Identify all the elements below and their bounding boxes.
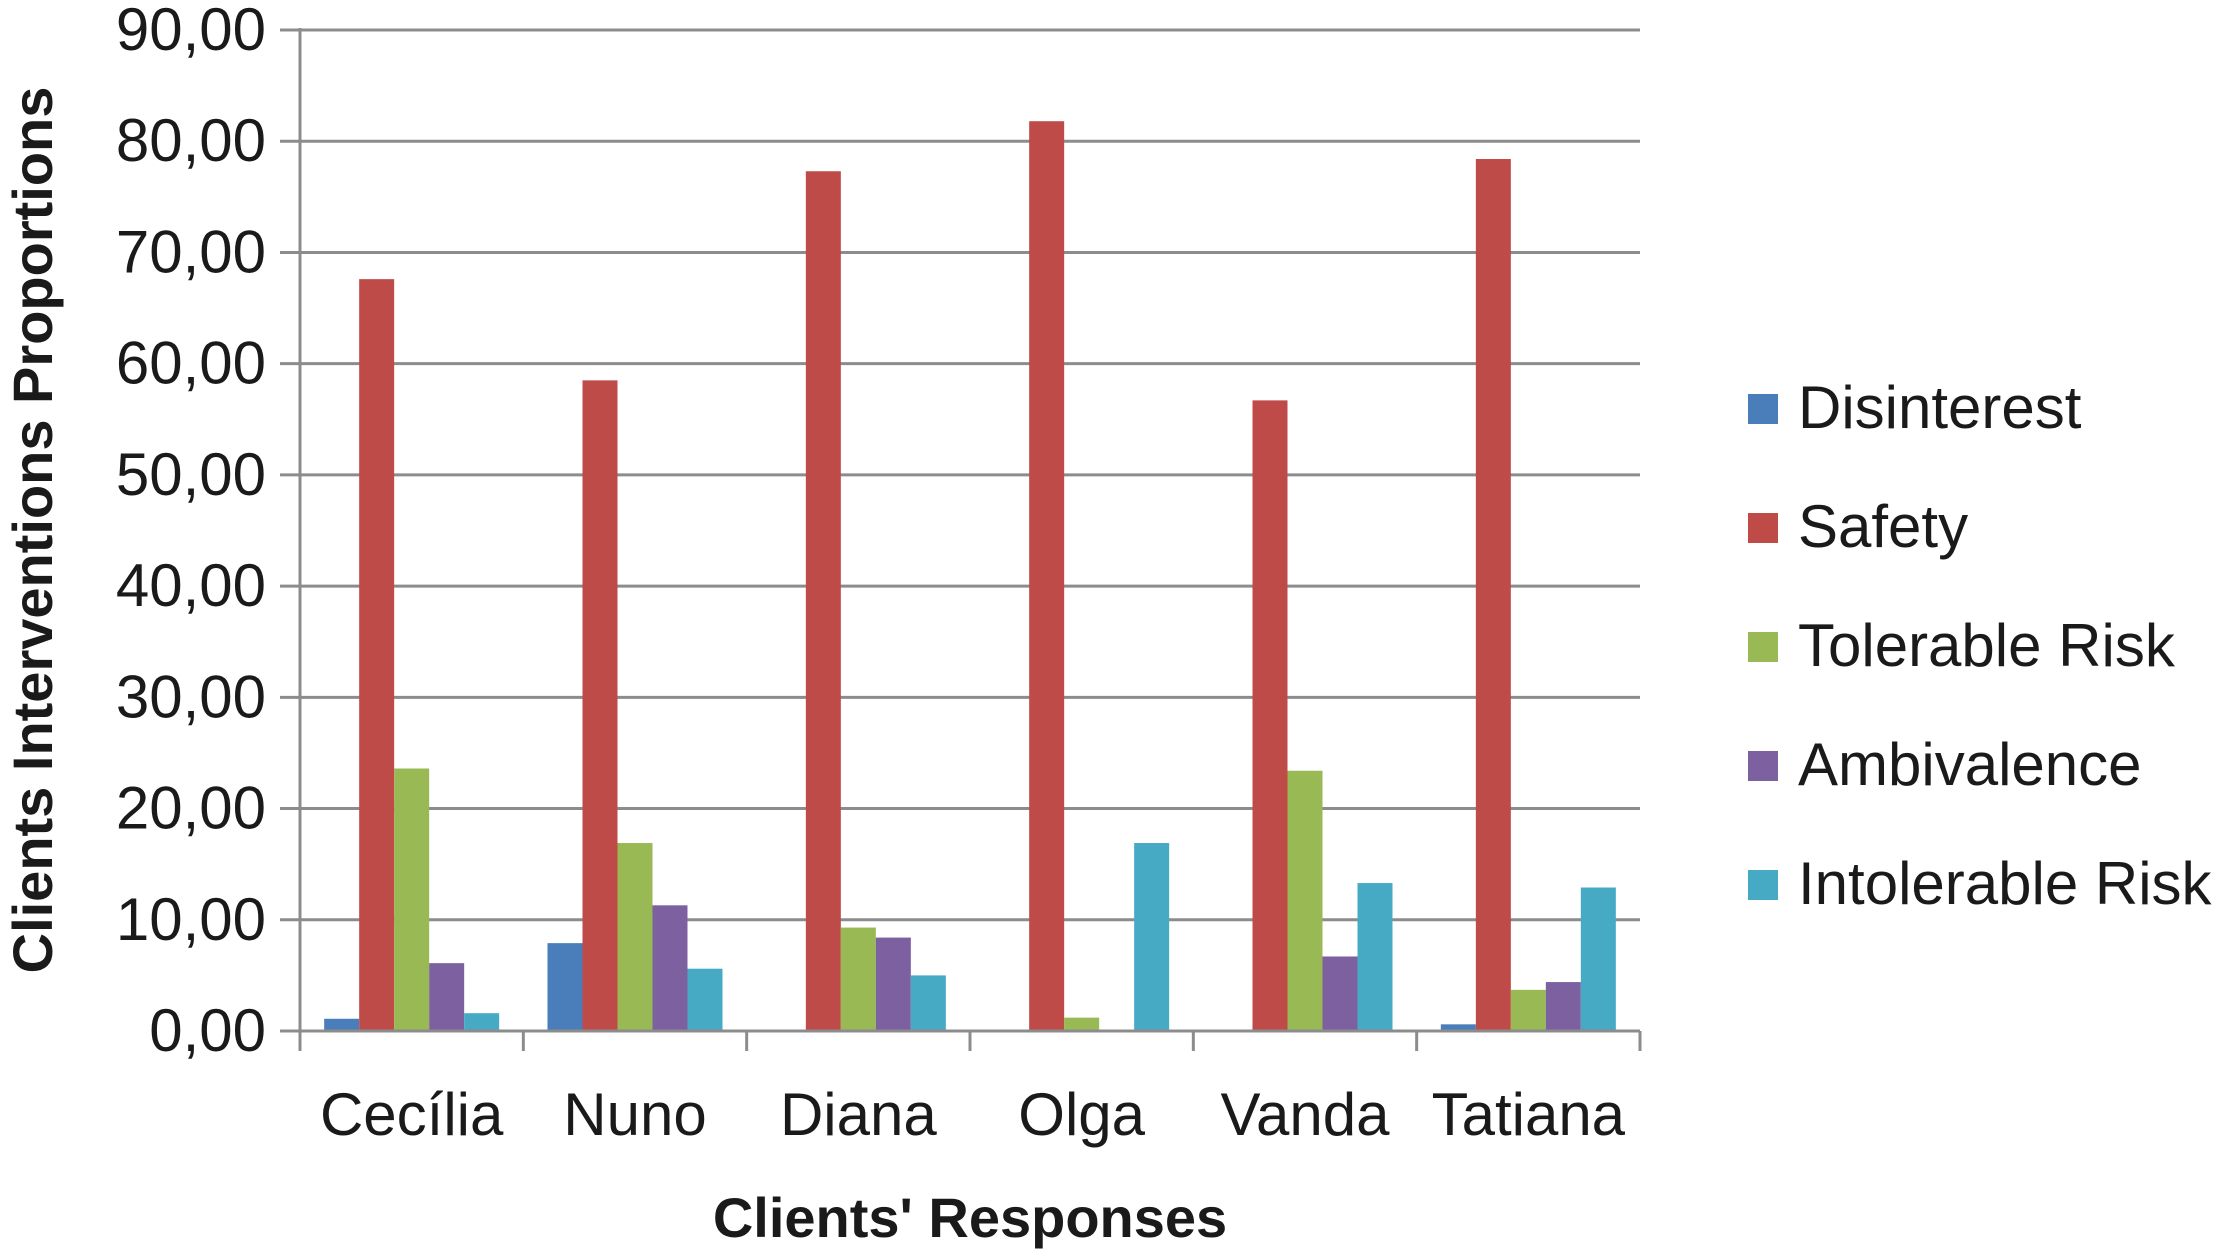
y-axis-title: Clients Interventions Proportions (1, 87, 64, 974)
legend-item: Disinterest (1748, 374, 2082, 441)
x-category-label: Cecília (320, 1081, 504, 1148)
x-category-label: Nuno (563, 1081, 706, 1148)
legend-swatch (1748, 513, 1778, 543)
legend-item: Ambivalence (1748, 731, 2142, 798)
bar-safety (1029, 121, 1065, 1032)
legend-label: Tolerable Risk (1798, 612, 2176, 679)
bar-ambivalence (652, 905, 688, 1031)
x-axis-categories: Cecília Nuno Diana Olga Vanda Tatiana (320, 1081, 1626, 1148)
x-category-label: Diana (780, 1081, 937, 1148)
bar-intolerable-risk (910, 975, 946, 1031)
bar-ambivalence (1545, 982, 1581, 1031)
y-axis-ticks: 0,00 10,00 20,00 30,00 40,00 50,00 60,00 70,00 8… (116, 0, 266, 1064)
legend-label: Intolerable Risk (1798, 850, 2213, 917)
bar-intolerable-risk (1134, 843, 1170, 1031)
x-category-label: Tatiana (1432, 1081, 1626, 1148)
bar-safety (582, 380, 618, 1032)
bar-tolerable-risk (617, 843, 653, 1031)
bar-disinterest (324, 1018, 360, 1031)
bar-safety (359, 279, 395, 1031)
y-tick-label: 90,00 (116, 0, 266, 63)
legend-label: Ambivalence (1798, 731, 2142, 798)
axes (280, 28, 1642, 1051)
legend-swatch (1748, 751, 1778, 781)
bar-tolerable-risk (840, 927, 876, 1031)
legend-swatch (1748, 870, 1778, 900)
x-category-label: Olga (1018, 1081, 1145, 1148)
bar-intolerable-risk (1580, 887, 1616, 1031)
bars (324, 121, 1616, 1032)
bar-safety (1252, 400, 1288, 1031)
bar-ambivalence (1322, 956, 1358, 1031)
bar-tolerable-risk (394, 768, 430, 1031)
x-axis-title: Clients' Responses (713, 1186, 1227, 1249)
y-tick-label: 50,00 (116, 441, 266, 508)
bar-intolerable-risk (687, 968, 723, 1031)
y-tick-label: 60,00 (116, 330, 266, 397)
x-category-label: Vanda (1220, 1081, 1390, 1148)
bar-ambivalence (875, 937, 911, 1031)
y-tick-label: 70,00 (116, 218, 266, 285)
legend-item: Intolerable Risk (1748, 850, 2213, 917)
y-tick-label: 20,00 (116, 775, 266, 842)
bar-intolerable-risk (464, 1013, 500, 1031)
y-tick-label: 40,00 (116, 552, 266, 619)
y-tick-label: 0,00 (149, 997, 266, 1064)
legend: Disinterest Safety Tolerable Risk Ambivalen… (1748, 374, 2213, 917)
legend-swatch (1748, 394, 1778, 424)
legend-swatch (1748, 632, 1778, 662)
legend-label: Safety (1798, 493, 1968, 560)
legend-item: Tolerable Risk (1748, 612, 2176, 679)
bar-tolerable-risk (1287, 770, 1323, 1031)
y-tick-label: 10,00 (116, 886, 266, 953)
y-tick-label: 30,00 (116, 663, 266, 730)
bar-tolerable-risk (1510, 989, 1546, 1031)
bar-intolerable-risk (1357, 883, 1393, 1031)
bar-tolerable-risk (1064, 1017, 1100, 1031)
gridlines (280, 28, 1640, 1033)
bar-ambivalence (429, 963, 465, 1031)
legend-label: Disinterest (1798, 374, 2082, 441)
bar-safety (805, 171, 841, 1032)
bar-safety (1475, 159, 1511, 1032)
bar-disinterest (1440, 1024, 1476, 1031)
y-tick-label: 80,00 (116, 107, 266, 174)
bar-disinterest (547, 943, 583, 1031)
legend-item: Safety (1748, 493, 1968, 560)
